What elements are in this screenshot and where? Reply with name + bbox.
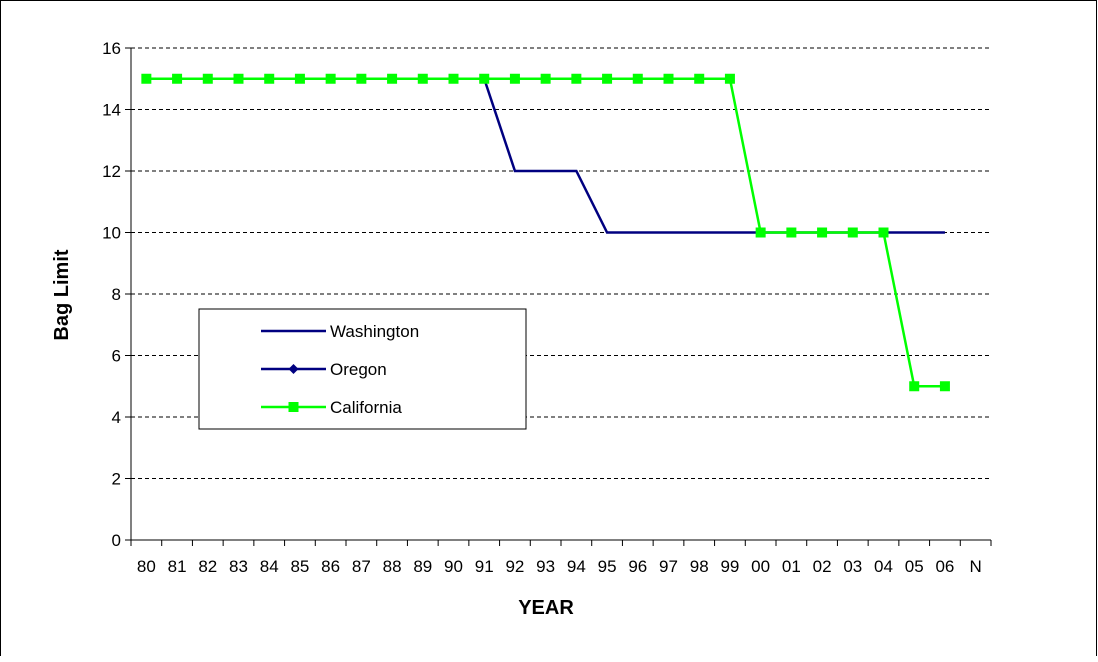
legend-entry-california: California bbox=[261, 398, 402, 417]
y-tick-label: 12 bbox=[102, 162, 121, 181]
x-tick-label: 81 bbox=[168, 557, 187, 576]
x-tick-label: 03 bbox=[843, 557, 862, 576]
data-point-california bbox=[632, 73, 643, 84]
x-tick-label: 04 bbox=[874, 557, 893, 576]
series-washington bbox=[146, 77, 945, 234]
data-point-california bbox=[602, 73, 613, 84]
x-axis-title: YEAR bbox=[518, 597, 574, 619]
data-point-california bbox=[786, 227, 797, 238]
data-point-california bbox=[847, 227, 858, 238]
series-california bbox=[141, 73, 950, 392]
legend-box bbox=[198, 308, 527, 430]
data-point-california bbox=[387, 73, 398, 84]
data-point-california bbox=[141, 73, 152, 84]
legend-entry-washington: Washington bbox=[261, 322, 419, 341]
x-tick-label: 83 bbox=[229, 557, 248, 576]
x-tick-label: 95 bbox=[598, 557, 617, 576]
x-tick-label: 96 bbox=[628, 557, 647, 576]
legend-entry-oregon: Oregon bbox=[261, 360, 387, 379]
y-tick-label: 8 bbox=[112, 285, 121, 304]
x-tick-label: 94 bbox=[567, 557, 586, 576]
x-tick-label: 97 bbox=[659, 557, 678, 576]
x-tick-label: 05 bbox=[905, 557, 924, 576]
data-point-california bbox=[571, 73, 582, 84]
x-tick-label: N bbox=[970, 557, 982, 576]
data-point-california bbox=[817, 227, 828, 238]
data-point-california bbox=[909, 381, 920, 392]
x-tick-label: 01 bbox=[782, 557, 801, 576]
x-tick-label: 06 bbox=[935, 557, 954, 576]
x-tick-label: 90 bbox=[444, 557, 463, 576]
x-tick-label: 00 bbox=[751, 557, 770, 576]
x-tick-label: 85 bbox=[290, 557, 309, 576]
y-tick-label: 0 bbox=[112, 531, 121, 550]
x-tick-label: 89 bbox=[413, 557, 432, 576]
y-tick-label: 2 bbox=[112, 470, 121, 489]
data-point-california bbox=[325, 73, 336, 84]
y-tick-label: 6 bbox=[112, 347, 121, 366]
x-tick-label: 80 bbox=[137, 557, 156, 576]
data-point-california bbox=[448, 73, 459, 84]
y-tick-label: 14 bbox=[102, 101, 121, 120]
data-point-california bbox=[264, 73, 275, 84]
y-tick-label: 10 bbox=[102, 224, 121, 243]
data-point-california bbox=[724, 73, 735, 84]
data-point-california bbox=[202, 73, 213, 84]
x-tick-label: 84 bbox=[260, 557, 279, 576]
x-tick-label: 93 bbox=[536, 557, 555, 576]
x-tick-label: 82 bbox=[198, 557, 217, 576]
data-point-california bbox=[294, 73, 305, 84]
y-axis-title: Bag Limit bbox=[51, 249, 73, 340]
data-point-california bbox=[939, 381, 950, 392]
data-point-california bbox=[755, 227, 766, 238]
legend-marker-oregon bbox=[288, 364, 299, 374]
x-tick-label: 86 bbox=[321, 557, 340, 576]
data-point-california bbox=[172, 73, 183, 84]
legend-label-california: California bbox=[330, 398, 402, 417]
legend: Washington Oregon California bbox=[198, 308, 527, 430]
legend-label-oregon: Oregon bbox=[330, 360, 387, 379]
data-point-california bbox=[540, 73, 551, 84]
data-point-california bbox=[694, 73, 705, 84]
y-tick-label: 4 bbox=[112, 408, 121, 427]
axes bbox=[125, 47, 992, 546]
data-point-california bbox=[509, 73, 520, 84]
legend-label-washington: Washington bbox=[330, 322, 419, 341]
x-tick-label: 88 bbox=[383, 557, 402, 576]
data-point-california bbox=[878, 227, 889, 238]
x-tick-label: 87 bbox=[352, 557, 371, 576]
x-tick-label: 91 bbox=[475, 557, 494, 576]
series-lines bbox=[141, 73, 950, 392]
y-tick-label: 16 bbox=[102, 39, 121, 58]
x-tick-label: 98 bbox=[690, 557, 709, 576]
series-line-washington bbox=[146, 77, 945, 234]
data-point-california bbox=[417, 73, 428, 84]
data-point-california bbox=[479, 73, 490, 84]
x-tick-label: 99 bbox=[720, 557, 739, 576]
data-point-california bbox=[356, 73, 367, 84]
data-point-california bbox=[663, 73, 674, 84]
data-point-california bbox=[233, 73, 244, 84]
x-tick-label: 02 bbox=[813, 557, 832, 576]
x-tick-label: 92 bbox=[505, 557, 524, 576]
legend-marker-california bbox=[288, 402, 299, 412]
